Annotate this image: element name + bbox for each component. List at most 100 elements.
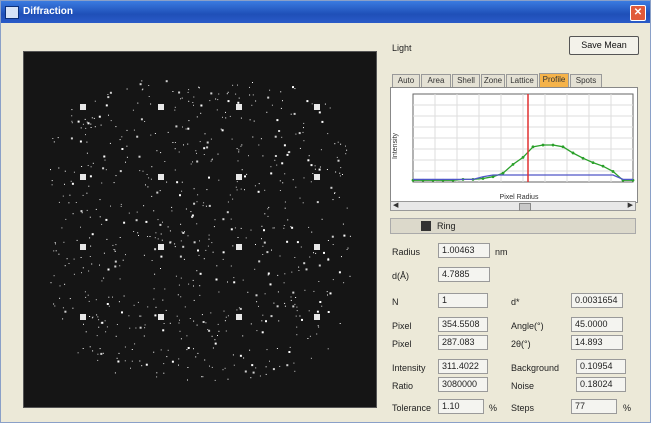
diffraction-spot [222, 251, 225, 254]
steps-field[interactable]: 77 [571, 399, 617, 414]
diffraction-spot [138, 155, 141, 158]
diffraction-spot [85, 331, 87, 333]
tab-area[interactable]: Area [421, 74, 451, 87]
scroll-left-icon[interactable]: ◀ [393, 202, 399, 209]
tab-lattice[interactable]: Lattice [506, 74, 538, 87]
diffraction-spot [107, 96, 110, 99]
diffraction-spot [141, 80, 143, 82]
close-icon[interactable]: ✕ [630, 5, 646, 21]
diffraction-spot [70, 137, 73, 140]
diffraction-spot [245, 237, 247, 239]
tab-auto[interactable]: Auto [392, 74, 420, 87]
title-bar[interactable]: Diffraction ✕ [1, 1, 650, 23]
diffraction-spot [349, 275, 351, 277]
diffraction-spot [160, 268, 161, 269]
save-mean-button[interactable]: Save Mean [569, 36, 639, 55]
diffraction-spot [180, 223, 182, 225]
diffraction-spot [126, 156, 128, 158]
diffraction-spot [230, 265, 232, 267]
diffraction-spot [53, 141, 55, 143]
diffraction-spot [88, 300, 90, 302]
diffraction-spot [250, 229, 252, 231]
tab-profile[interactable]: Profile [539, 73, 569, 87]
diffraction-spot [212, 251, 214, 253]
diffraction-spot [281, 136, 283, 138]
d-label: d(Å) [392, 271, 410, 281]
diffraction-spot [163, 372, 165, 374]
diffraction-spot [89, 237, 91, 239]
diffraction-spot [271, 249, 272, 251]
d-field[interactable]: 4.7885 [438, 267, 490, 282]
diffraction-spot [147, 236, 148, 237]
diffraction-spot [110, 120, 112, 122]
diffraction-spot [276, 164, 278, 166]
diffraction-spot [284, 201, 286, 203]
background-field[interactable]: 0.10954 [576, 359, 626, 374]
diffraction-spot [193, 188, 195, 190]
diffraction-spot [329, 107, 331, 109]
diffraction-spot [80, 226, 81, 228]
diffraction-spot [180, 296, 182, 298]
n-field[interactable]: 1 [438, 293, 488, 308]
diffraction-spot [227, 281, 228, 283]
pixel-x-field[interactable]: 354.5508 [438, 317, 488, 332]
tolerance-field[interactable]: 1.10 [438, 399, 484, 414]
tab-spots[interactable]: Spots [570, 74, 602, 87]
diffraction-spot [266, 349, 268, 351]
diffraction-pattern-view[interactable] [23, 51, 377, 408]
diffraction-spot [198, 86, 200, 88]
dstar-field[interactable]: 0.0031654 [571, 293, 623, 308]
diffraction-spot [206, 141, 209, 144]
diffraction-spot [126, 129, 128, 131]
diffraction-spot [265, 366, 267, 368]
scroll-thumb[interactable] [519, 203, 531, 211]
diffraction-spot [231, 138, 233, 140]
data-point [551, 143, 555, 147]
tab-shell[interactable]: Shell [452, 74, 480, 87]
angle-field[interactable]: 45.0000 [571, 317, 623, 332]
diffraction-spot [318, 264, 321, 267]
diffraction-spot [300, 246, 302, 248]
diffraction-spot [153, 210, 155, 212]
diffraction-spot [64, 310, 67, 313]
diffraction-spot [214, 379, 216, 381]
diffraction-spot [189, 318, 191, 319]
pixel-y-field[interactable]: 287.083 [438, 335, 488, 350]
pixel-x-label: Pixel [392, 321, 412, 331]
diffraction-spot [103, 155, 106, 158]
diffraction-spot [174, 169, 176, 171]
diffraction-spot [193, 285, 194, 287]
tolerance-label: Tolerance [392, 403, 432, 413]
diffraction-spot [81, 166, 83, 167]
diffraction-spot [197, 249, 199, 252]
diffraction-spot [196, 201, 198, 203]
diffraction-spot [274, 159, 276, 161]
diffraction-spot [308, 226, 310, 228]
diffraction-spot [271, 104, 273, 106]
diffraction-spot [174, 106, 176, 108]
diffraction-spot [172, 142, 174, 143]
ratio-field[interactable]: 3080000 [438, 377, 488, 392]
intensity-field[interactable]: 311.4022 [438, 359, 488, 374]
scroll-right-icon[interactable]: ▶ [627, 202, 633, 209]
diffraction-spot [304, 289, 306, 291]
diffraction-spot [178, 358, 180, 360]
tab-zone[interactable]: Zone [481, 74, 505, 87]
diffraction-spot [295, 297, 297, 298]
noise-label: Noise [511, 381, 535, 391]
diffraction-spot [109, 91, 112, 94]
noise-field[interactable]: 0.18024 [576, 377, 626, 392]
two-theta-field[interactable]: 14.893 [571, 335, 623, 350]
diffraction-spot [188, 120, 190, 122]
radius-field[interactable]: 1.00463 [438, 243, 490, 258]
diffraction-spot [139, 360, 141, 362]
diffraction-spot [120, 205, 122, 207]
diffraction-spot [100, 322, 102, 324]
diffraction-spot [309, 256, 311, 258]
diffraction-spot [197, 194, 199, 196]
data-point [601, 164, 605, 168]
chart-horizontal-scrollbar[interactable]: ◀ ▶ [390, 201, 636, 211]
diffraction-spot [303, 140, 305, 142]
diffraction-spot [274, 135, 277, 138]
